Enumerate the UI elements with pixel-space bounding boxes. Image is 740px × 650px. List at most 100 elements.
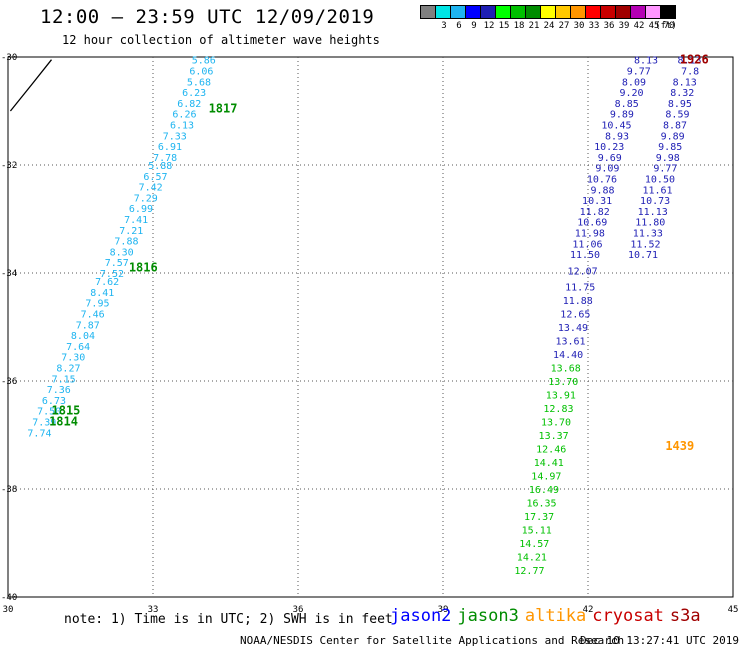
page-title: 12:00 – 23:59 UTC 12/09/2019 (40, 6, 375, 28)
swh-label: 7.39 (32, 418, 56, 429)
swh-label: 6.82 (177, 99, 201, 110)
swh-label: 8.59 (665, 110, 689, 121)
swh-label: 6.13 (170, 121, 194, 132)
swh-label: 7.78 (153, 153, 177, 164)
swh-label: 6.91 (158, 142, 182, 153)
swh-label: 13.61 (555, 337, 585, 348)
swh-label: 13.37 (539, 431, 569, 442)
swh-label: 9.69 (598, 153, 622, 164)
pass-time-label: 1814 (49, 415, 78, 429)
swh-label: 12.07 (568, 266, 598, 277)
swh-label: 13.70 (548, 377, 578, 388)
swh-label: 7.21 (119, 226, 143, 237)
swh-label: 11.75 (565, 283, 595, 294)
swh-label: 11.82 (580, 207, 610, 218)
swh-label: 10.76 (587, 175, 617, 186)
lat-tick-label: -40 (1, 593, 17, 603)
scale-label: 33 (588, 21, 600, 31)
swh-label: 6.23 (182, 88, 206, 99)
lon-tick-label: 30 (3, 605, 14, 615)
swh-label: 5.68 (187, 77, 211, 88)
swh-label: 8.95 (668, 99, 692, 110)
legend-s3a: s3a (669, 606, 701, 626)
swh-label: 14.41 (534, 458, 564, 469)
swh-label: 5.86 (192, 56, 216, 67)
swh-label: 10.69 (577, 218, 607, 229)
swh-label: 7.15 (52, 374, 76, 385)
swh-label: 7.50 (37, 407, 61, 418)
map-frame (7, 56, 734, 598)
swh-label: 10.23 (594, 142, 624, 153)
pass-time-label: 1439 (665, 439, 694, 453)
swh-label: 12.83 (543, 404, 573, 415)
lon-tick-label: 33 (148, 605, 159, 615)
scale-unit: (ft) (655, 21, 677, 31)
swh-label: 9.88 (590, 185, 614, 196)
pass-time-label: 1817 (209, 101, 238, 115)
units-note: note: 1) Time is in UTC; 2) SWH is in fe… (64, 612, 393, 627)
swh-label: 6.73 (42, 396, 66, 407)
swh-label: 13.49 (558, 323, 588, 334)
swh-label: 12.46 (536, 445, 566, 456)
swh-label: 14.40 (553, 350, 583, 361)
swh-label: 16.49 (529, 485, 559, 496)
swh-label: 9.89 (661, 131, 685, 142)
swh-label: 17.37 (524, 512, 554, 523)
swh-label: 6.99 (129, 204, 153, 215)
swh-label: 11.06 (572, 239, 602, 250)
scale-label: 21 (528, 21, 540, 31)
swh-label: 7.95 (85, 299, 109, 310)
swh-label: 8.13 (634, 56, 658, 67)
scale-label: 3 (441, 21, 447, 31)
swh-label: 8.85 (615, 99, 639, 110)
swh-label: 9.77 (627, 67, 651, 78)
swh-label: 8.30 (110, 247, 134, 258)
swh-label: 10.73 (640, 196, 670, 207)
scale-label: 27 (558, 21, 570, 31)
swh-label: 8.09 (622, 77, 646, 88)
swh-label: 9.09 (595, 164, 619, 175)
swh-label: 7.29 (134, 193, 158, 204)
scale-label: 18 (513, 21, 525, 31)
swh-label: 9.77 (653, 164, 677, 175)
swh-label: 11.50 (570, 250, 600, 261)
scale-label: 45 (648, 21, 660, 31)
swh-label: 8.93 (605, 131, 629, 142)
lat-tick-label: -32 (1, 161, 17, 171)
swh-label: 7.57 (105, 258, 129, 269)
swh-label: 7.88 (114, 237, 138, 248)
swh-label: 13.70 (541, 418, 571, 429)
scale-label: 70 (663, 21, 675, 31)
lon-tick-label: 45 (728, 605, 739, 615)
swh-label: 10.31 (582, 196, 612, 207)
swh-label: 7.62 (95, 277, 119, 288)
swh-label: 8.41 (90, 288, 114, 299)
lon-tick-label: 42 (583, 605, 594, 615)
swh-label: 7.52 (100, 269, 124, 280)
swh-label: 13.68 (551, 364, 581, 375)
lat-tick-label: -30 (1, 53, 17, 63)
swh-label: 9.20 (619, 88, 643, 99)
swh-label: 7.33 (163, 131, 187, 142)
page-subtitle: 12 hour collection of altimeter wave hei… (62, 33, 380, 47)
swh-label: 11.33 (633, 229, 663, 240)
swh-label: 7.41 (124, 215, 148, 226)
lat-tick-label: -38 (1, 485, 17, 495)
swh-label: 13.91 (546, 391, 576, 402)
footer-credit: NOAA/NESDIS Center for Satellite Applica… (240, 634, 625, 647)
scale-label: 6 (456, 21, 462, 31)
scale-label: 24 (543, 21, 555, 31)
swh-label: 11.88 (563, 296, 593, 307)
swh-label: 9.85 (658, 142, 682, 153)
swh-label: 16.35 (526, 499, 556, 510)
swh-label: 10.71 (628, 250, 658, 261)
swh-label: 12.65 (560, 310, 590, 321)
footer-timestamp: Dec 10 13:27:41 UTC 2019 (580, 634, 739, 647)
scale-label: 15 (498, 21, 510, 31)
swh-label: 6.26 (172, 110, 196, 121)
scale-label: 12 (483, 21, 495, 31)
swh-label: 7.8 (681, 67, 699, 78)
swh-label: 7.64 (66, 342, 90, 353)
wave-height-color-scale (420, 5, 676, 19)
swh-label: 5.88 (148, 161, 172, 172)
